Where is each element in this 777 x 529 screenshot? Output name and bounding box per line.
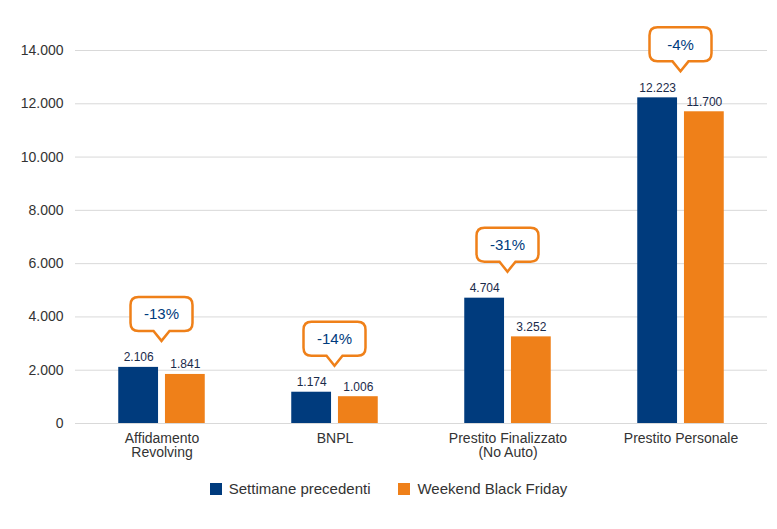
svg-text:Prestito Finalizzato(No Auto): Prestito Finalizzato(No Auto) [449,430,567,460]
svg-text:6.000: 6.000 [28,255,63,271]
svg-text:3.252: 3.252 [516,320,546,334]
svg-text:-4%: -4% [667,36,694,53]
svg-text:14.000: 14.000 [21,42,64,58]
svg-text:1.006: 1.006 [343,380,373,394]
svg-text:2.106: 2.106 [124,350,154,364]
svg-text:-31%: -31% [490,236,525,253]
svg-text:AffidamentoRevolving: AffidamentoRevolving [125,430,200,460]
svg-text:1.174: 1.174 [297,375,327,389]
svg-text:1.841: 1.841 [170,357,200,371]
svg-text:Prestito Personale: Prestito Personale [624,430,739,446]
svg-text:10.000: 10.000 [21,149,64,165]
svg-text:4.704: 4.704 [470,281,500,295]
svg-text:2.000: 2.000 [28,362,63,378]
html-text:Weekend Black Friday: Weekend Black Friday [417,480,568,497]
svg-text:4.000: 4.000 [28,308,63,324]
svg-text:-13%: -13% [144,305,179,322]
svg-text:0: 0 [56,415,64,431]
svg-text:12.000: 12.000 [21,95,64,111]
svg-text:11.700: 11.700 [686,95,722,109]
svg-text:8.000: 8.000 [28,202,63,218]
svg-text:-14%: -14% [317,330,352,347]
svg-text:BNPL: BNPL [317,430,354,446]
html-text:Settimane precedenti: Settimane precedenti [228,480,371,497]
svg-text:12.223: 12.223 [639,81,676,95]
